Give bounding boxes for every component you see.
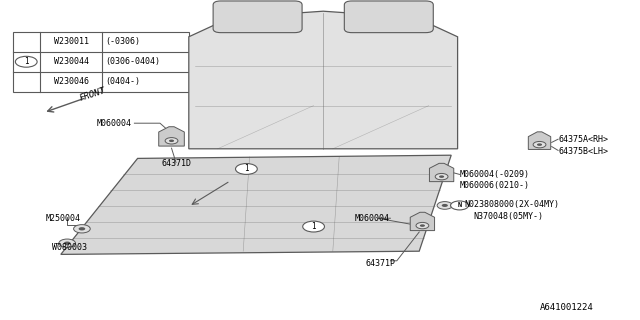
Text: W230044: W230044	[54, 57, 88, 66]
Circle shape	[416, 222, 429, 229]
Text: M060004: M060004	[96, 119, 131, 128]
Text: A641001224: A641001224	[540, 303, 593, 312]
Circle shape	[420, 224, 425, 227]
Bar	[13, 32, 189, 92]
Text: N023808000(2X-04MY): N023808000(2X-04MY)	[464, 200, 559, 209]
Polygon shape	[189, 11, 458, 149]
Circle shape	[59, 239, 76, 247]
Circle shape	[442, 204, 448, 207]
Text: 1: 1	[24, 57, 29, 66]
Text: (0404-): (0404-)	[105, 77, 140, 86]
Polygon shape	[410, 212, 435, 231]
Text: FRONT: FRONT	[78, 86, 106, 103]
Text: W230011: W230011	[54, 37, 88, 46]
Text: M060004(-0209): M060004(-0209)	[460, 170, 529, 179]
Text: M060006(0210-): M060006(0210-)	[460, 181, 529, 190]
Text: W230046: W230046	[54, 77, 88, 86]
Circle shape	[79, 227, 85, 230]
Circle shape	[236, 164, 257, 174]
Circle shape	[537, 143, 542, 146]
Circle shape	[439, 175, 444, 178]
Circle shape	[303, 221, 324, 232]
Text: 64375A<RH>: 64375A<RH>	[558, 135, 608, 144]
Circle shape	[64, 242, 70, 245]
Text: N: N	[458, 203, 461, 208]
Text: 1: 1	[311, 222, 316, 231]
Text: W080003: W080003	[52, 243, 88, 252]
Text: (0306-0404): (0306-0404)	[105, 57, 160, 66]
Circle shape	[74, 225, 90, 233]
FancyBboxPatch shape	[344, 1, 433, 33]
Text: M060004: M060004	[355, 214, 390, 223]
Text: (-0306): (-0306)	[105, 37, 140, 46]
Text: 1: 1	[244, 164, 249, 173]
Circle shape	[165, 138, 178, 144]
Polygon shape	[159, 127, 184, 146]
Polygon shape	[529, 132, 550, 149]
Polygon shape	[61, 155, 451, 254]
Text: M250004: M250004	[45, 214, 80, 223]
Circle shape	[435, 173, 448, 180]
FancyBboxPatch shape	[213, 1, 302, 33]
Circle shape	[533, 141, 546, 148]
Text: 64371D: 64371D	[161, 159, 191, 168]
Polygon shape	[429, 163, 454, 182]
Circle shape	[451, 201, 468, 210]
Circle shape	[437, 202, 452, 209]
Circle shape	[169, 140, 174, 142]
Text: 64371P: 64371P	[366, 260, 396, 268]
Text: 64375B<LH>: 64375B<LH>	[558, 147, 608, 156]
Text: N370048(05MY-): N370048(05MY-)	[474, 212, 543, 220]
